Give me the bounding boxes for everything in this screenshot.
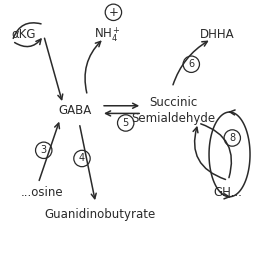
Text: GH...: GH... [214, 186, 243, 199]
Text: αKG: αKG [11, 28, 36, 41]
Text: 8: 8 [229, 133, 235, 143]
Text: 5: 5 [123, 118, 129, 128]
Text: 6: 6 [188, 59, 194, 69]
Text: Guanidinobutyrate: Guanidinobutyrate [44, 208, 155, 221]
Text: DHHA: DHHA [200, 28, 235, 41]
Text: 4: 4 [79, 153, 85, 163]
Text: Succinic
Semialdehyde: Succinic Semialdehyde [131, 96, 216, 125]
Text: 3: 3 [41, 145, 47, 155]
Text: ...osine: ...osine [20, 186, 63, 199]
Text: GABA: GABA [59, 104, 92, 117]
Text: NH$_4^+$: NH$_4^+$ [94, 25, 121, 44]
Text: +: + [108, 6, 118, 19]
